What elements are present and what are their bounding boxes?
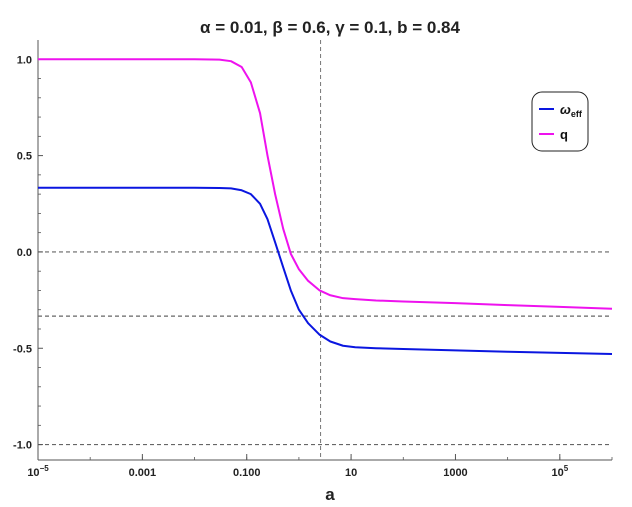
plot-area: 1.0 0.5 0.0 -0.5 -1.0 10−5 0.001 0.100 10 1000 105 (13, 40, 613, 479)
x-tick-label-2: 0.100 (233, 467, 261, 479)
x-tick-label-5: 105 (551, 464, 568, 479)
legend: ωeff q (531, 91, 589, 152)
legend-box (531, 91, 589, 152)
y-tick-label-1: 0.5 (17, 151, 32, 163)
y-tick-label-3: -0.5 (13, 343, 32, 355)
y-tick-label-4: -1.0 (13, 440, 32, 452)
x-tick-label-0: 10−5 (27, 464, 49, 479)
series-line-q (38, 58, 613, 310)
x-axis-label: a (325, 485, 335, 504)
x-tick-label-3: 10 (345, 467, 357, 479)
x-tick-label-1: 0.001 (129, 467, 157, 479)
x-tick-label-4: 1000 (443, 467, 467, 479)
legend-label-q: q (560, 127, 568, 142)
legend-label-omega-eff: ωeff (560, 102, 583, 119)
series-line-omega-eff (38, 186, 613, 356)
chart-title: α = 0.01, β = 0.6, γ = 0.1, b = 0.84 (200, 18, 460, 37)
y-tick-label-2: 0.0 (17, 247, 32, 259)
y-tick-label-0: 1.0 (17, 54, 32, 66)
